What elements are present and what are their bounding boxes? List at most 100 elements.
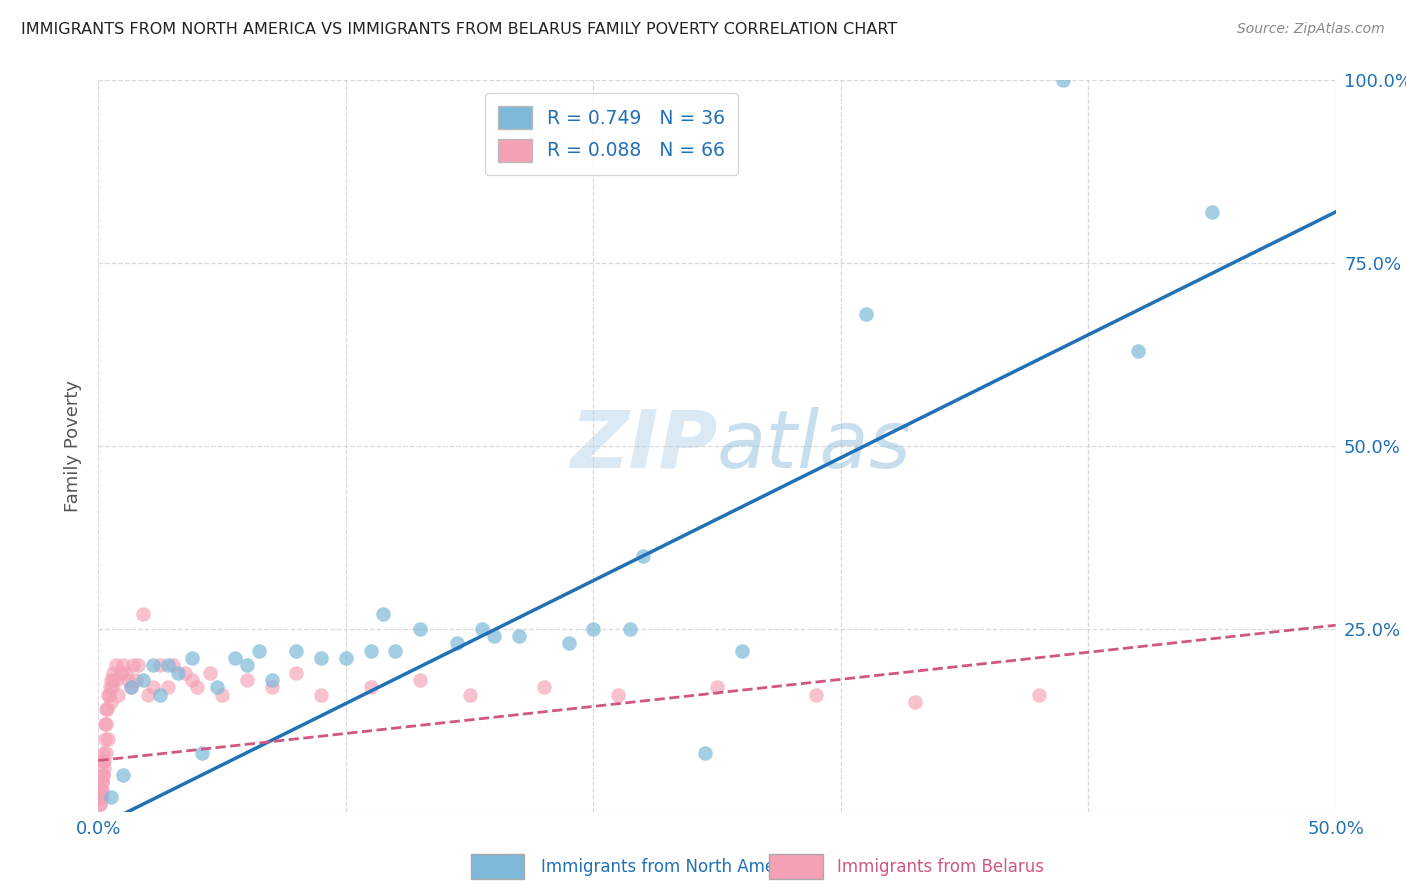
Point	[120, 681, 142, 695]
Point	[236, 673, 259, 687]
Point	[93, 731, 115, 746]
Point	[89, 790, 111, 805]
Point	[117, 673, 139, 687]
Point	[96, 702, 118, 716]
Point	[93, 768, 115, 782]
Point	[91, 768, 114, 782]
Point	[166, 665, 188, 680]
Point	[384, 644, 406, 658]
Point	[124, 673, 146, 687]
Point	[619, 622, 641, 636]
Point	[100, 695, 122, 709]
Point	[94, 746, 117, 760]
Point	[103, 673, 125, 687]
Point	[458, 688, 481, 702]
Point	[122, 658, 145, 673]
Point	[97, 731, 120, 746]
Point	[804, 688, 827, 702]
Text: atlas: atlas	[717, 407, 912, 485]
Point	[89, 782, 111, 797]
Point	[181, 651, 204, 665]
Point	[89, 797, 111, 812]
Point	[136, 688, 159, 702]
Point	[607, 688, 630, 702]
Point	[471, 622, 494, 636]
Point	[100, 790, 122, 805]
Point	[693, 746, 716, 760]
Legend: R = 0.749   N = 36, R = 0.088   N = 66: R = 0.749 N = 36, R = 0.088 N = 66	[485, 94, 738, 175]
Point	[101, 681, 124, 695]
Point	[631, 549, 654, 563]
Point	[112, 658, 135, 673]
Point	[93, 761, 115, 775]
Point	[156, 658, 179, 673]
Text: Immigrants from North America: Immigrants from North America	[541, 858, 806, 876]
Point	[533, 681, 555, 695]
Point	[91, 782, 114, 797]
Point	[260, 681, 283, 695]
Point	[198, 665, 221, 680]
Text: IMMIGRANTS FROM NORTH AMERICA VS IMMIGRANTS FROM BELARUS FAMILY POVERTY CORRELAT: IMMIGRANTS FROM NORTH AMERICA VS IMMIGRA…	[21, 22, 897, 37]
Text: ZIP: ZIP	[569, 407, 717, 485]
Point	[93, 746, 115, 760]
Point	[360, 681, 382, 695]
Point	[335, 651, 357, 665]
Point	[582, 622, 605, 636]
Point	[309, 688, 332, 702]
Point	[371, 607, 394, 622]
Point	[211, 688, 233, 702]
Point	[93, 754, 115, 768]
Point	[285, 644, 308, 658]
Point	[89, 797, 111, 812]
Point	[110, 665, 132, 680]
Point	[90, 790, 112, 805]
Point	[107, 688, 129, 702]
Point	[360, 644, 382, 658]
Point	[205, 681, 228, 695]
Point	[156, 681, 179, 695]
Point	[557, 636, 579, 650]
Point	[446, 636, 468, 650]
Point	[236, 658, 259, 673]
Text: Immigrants from Belarus: Immigrants from Belarus	[837, 858, 1043, 876]
Point	[309, 651, 332, 665]
Point	[90, 775, 112, 789]
Point	[127, 658, 149, 673]
Point	[1028, 688, 1050, 702]
Point	[1052, 73, 1074, 87]
Text: Source: ZipAtlas.com: Source: ZipAtlas.com	[1237, 22, 1385, 37]
Point	[260, 673, 283, 687]
Point	[142, 658, 165, 673]
Point	[731, 644, 754, 658]
Point	[96, 717, 118, 731]
Point	[104, 658, 127, 673]
Point	[149, 688, 172, 702]
Point	[142, 681, 165, 695]
Point	[97, 688, 120, 702]
Point	[904, 695, 927, 709]
Point	[100, 673, 122, 687]
Point	[114, 665, 136, 680]
Point	[94, 717, 117, 731]
Point	[191, 746, 214, 760]
Point	[247, 644, 270, 658]
Point	[285, 665, 308, 680]
Point	[97, 688, 120, 702]
Point	[508, 629, 530, 643]
Point	[93, 754, 115, 768]
Point	[706, 681, 728, 695]
Point	[103, 665, 125, 680]
Y-axis label: Family Poverty: Family Poverty	[65, 380, 83, 512]
Point	[181, 673, 204, 687]
Point	[132, 607, 155, 622]
Point	[120, 681, 142, 695]
Point	[91, 775, 114, 789]
Point	[855, 307, 877, 321]
Point	[162, 658, 184, 673]
Point	[186, 681, 208, 695]
Point	[409, 673, 432, 687]
Point	[484, 629, 506, 643]
Point	[409, 622, 432, 636]
Point	[94, 702, 117, 716]
Point	[1201, 205, 1223, 219]
